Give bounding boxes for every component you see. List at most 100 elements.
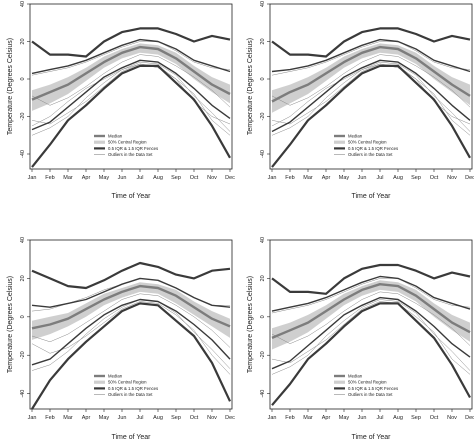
x-tick-label: May [99, 175, 110, 181]
x-tick-label: Jun [358, 415, 367, 421]
lower-outer-fence [271, 64, 471, 168]
lower-outer-fence [31, 64, 231, 168]
plot-frame [29, 239, 233, 410]
outlier-curve-4 [31, 293, 231, 348]
chart-panel-3: Jan Feb Mar Apr May Jun Jul Aug Sep Oct Nov Dec -40 -… [7, 237, 235, 441]
legend-median-label: Median [108, 134, 123, 139]
median-curve [271, 283, 471, 340]
x-tick-label: Oct [430, 175, 439, 181]
chart-panel-1: Jan Feb Mar Apr May Jun Jul Aug Sep Oct Nov Dec -40 -… [7, 1, 235, 200]
median-curve [31, 45, 231, 101]
x-tick-label: Feb [285, 175, 294, 181]
outlier-curve-4 [31, 54, 231, 108]
y-tick-label: -20 [20, 113, 26, 121]
x-tick-label: Feb [285, 415, 294, 421]
x-tick-label: Jun [118, 175, 127, 181]
x-tick-label: Jun [118, 415, 127, 421]
x-tick-label: Jan [28, 415, 37, 421]
legend-outliers-label: Outliers in the Data Set [108, 152, 153, 157]
lower-inner-fence [271, 59, 471, 133]
x-axis-title: Time of Year [111, 193, 151, 200]
plot-frame [269, 239, 473, 410]
upper-outer-fence [271, 263, 471, 295]
upper-outer-fence [271, 27, 471, 58]
x-tick-label: Sep [411, 175, 421, 181]
plot-frame [269, 3, 473, 170]
outlier-curve-3 [31, 301, 231, 375]
y-tick-label: 0 [260, 77, 266, 80]
x-tick-label: Jan [28, 175, 37, 181]
x-tick-label: Feb [45, 415, 54, 421]
x-tick-label: May [339, 175, 350, 181]
legend-fences-label: 0.5 IQR & 1.5 IQR Fences [108, 146, 158, 151]
x-tick-label: Mar [63, 175, 73, 181]
upper-inner-fence [271, 275, 471, 312]
y-tick-label: -40 [260, 150, 266, 158]
x-axis-title: Time of Year [351, 434, 391, 441]
y-tick-label: -40 [20, 150, 26, 158]
x-tick-label: Jul [136, 415, 143, 421]
x-tick-label: Dec [225, 415, 235, 421]
x-tick-label: Aug [393, 175, 403, 181]
legend-central-region-label: 50% Central Region [348, 380, 387, 385]
y-tick-label: 40 [260, 1, 266, 7]
lower-inner-fence [31, 298, 231, 366]
y-tick-label: 0 [20, 315, 26, 318]
x-axis-title: Time of Year [111, 434, 151, 441]
plot-frame [29, 3, 233, 170]
lower-inner-fence [271, 296, 471, 370]
y-tick-label: 20 [260, 275, 266, 281]
y-tick-label: 40 [260, 237, 266, 243]
y-axis-title: Temperature (Degrees Celsius) [7, 38, 14, 135]
upper-outer-fence [31, 261, 231, 290]
lower-outer-fence [271, 302, 471, 406]
outlier-curve-2 [271, 278, 471, 314]
y-tick-label: 20 [260, 38, 266, 44]
legend-fences-label: 0.5 IQR & 1.5 IQR Fences [348, 146, 398, 151]
chart-panel-4: Jan Feb Mar Apr May Jun Jul Aug Sep Oct Nov Dec -40 -… [247, 237, 474, 441]
x-tick-label: Aug [393, 415, 403, 421]
y-axis-title: Temperature (Degrees Celsius) [247, 276, 254, 373]
y-tick-label: -20 [260, 351, 266, 359]
legend-median-label: Median [348, 134, 363, 139]
outlier-curve-3 [31, 63, 231, 136]
x-axis-title: Time of Year [351, 193, 391, 200]
x-tick-label: Oct [190, 175, 199, 181]
median-curve [271, 45, 471, 103]
x-tick-label: Aug [153, 415, 163, 421]
x-tick-label: Jul [136, 175, 143, 181]
x-tick-label: Sep [171, 175, 181, 181]
legend-median-label: Median [348, 374, 363, 379]
x-tick-label: May [99, 415, 110, 421]
outlier-curve-4 [271, 291, 471, 346]
outlier-curve-1 [31, 299, 231, 371]
x-tick-label: Dec [465, 415, 474, 421]
central-region-band [32, 282, 230, 340]
x-tick-label: Nov [207, 415, 217, 421]
x-tick-label: Nov [447, 415, 457, 421]
y-tick-label: 20 [20, 38, 26, 44]
lower-outer-fence [31, 302, 231, 410]
y-tick-label: 20 [20, 275, 26, 281]
x-tick-label: Apr [322, 415, 331, 421]
outlier-curve-2 [271, 41, 471, 76]
outlier-curve-3 [271, 301, 471, 375]
x-tick-label: Mar [303, 175, 313, 181]
x-tick-label: May [339, 415, 350, 421]
outlier-curve-3 [271, 63, 471, 136]
legend-outliers-label: Outliers in the Data Set [108, 392, 153, 397]
y-axis-title: Temperature (Degrees Celsius) [7, 276, 14, 373]
x-tick-label: Feb [45, 175, 54, 181]
legend-median-label: Median [108, 374, 123, 379]
legend-outliers-label: Outliers in the Data Set [348, 152, 393, 157]
x-tick-label: Sep [411, 415, 421, 421]
y-tick-label: 40 [20, 237, 26, 243]
legend-fences-label: 0.5 IQR & 1.5 IQR Fences [348, 386, 398, 391]
x-tick-label: Jan [268, 415, 277, 421]
y-tick-label: -20 [260, 113, 266, 121]
y-tick-label: -40 [260, 390, 266, 398]
